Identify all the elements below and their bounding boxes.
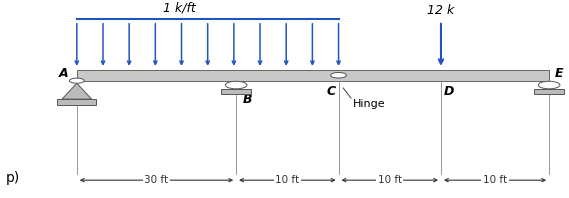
Text: 10 ft: 10 ft [275, 175, 299, 185]
Bar [221, 89, 251, 94]
Text: E: E [555, 67, 563, 80]
Text: 10 ft: 10 ft [378, 175, 402, 185]
Circle shape [69, 78, 84, 83]
Polygon shape [62, 83, 92, 99]
Text: A: A [59, 67, 68, 80]
Text: 1 k/ft: 1 k/ft [163, 2, 196, 15]
Text: Hinge: Hinge [353, 99, 385, 109]
Bar [534, 89, 564, 94]
Circle shape [225, 81, 247, 89]
Circle shape [331, 72, 347, 78]
Text: 30 ft: 30 ft [145, 175, 168, 185]
Text: B: B [243, 93, 253, 106]
Text: C: C [327, 85, 336, 98]
Text: D: D [444, 85, 454, 98]
Text: 10 ft: 10 ft [483, 175, 507, 185]
Text: p): p) [6, 171, 20, 185]
Bar [77, 70, 549, 81]
Bar [57, 99, 96, 105]
Text: 12 k: 12 k [427, 4, 455, 17]
Circle shape [538, 81, 560, 89]
